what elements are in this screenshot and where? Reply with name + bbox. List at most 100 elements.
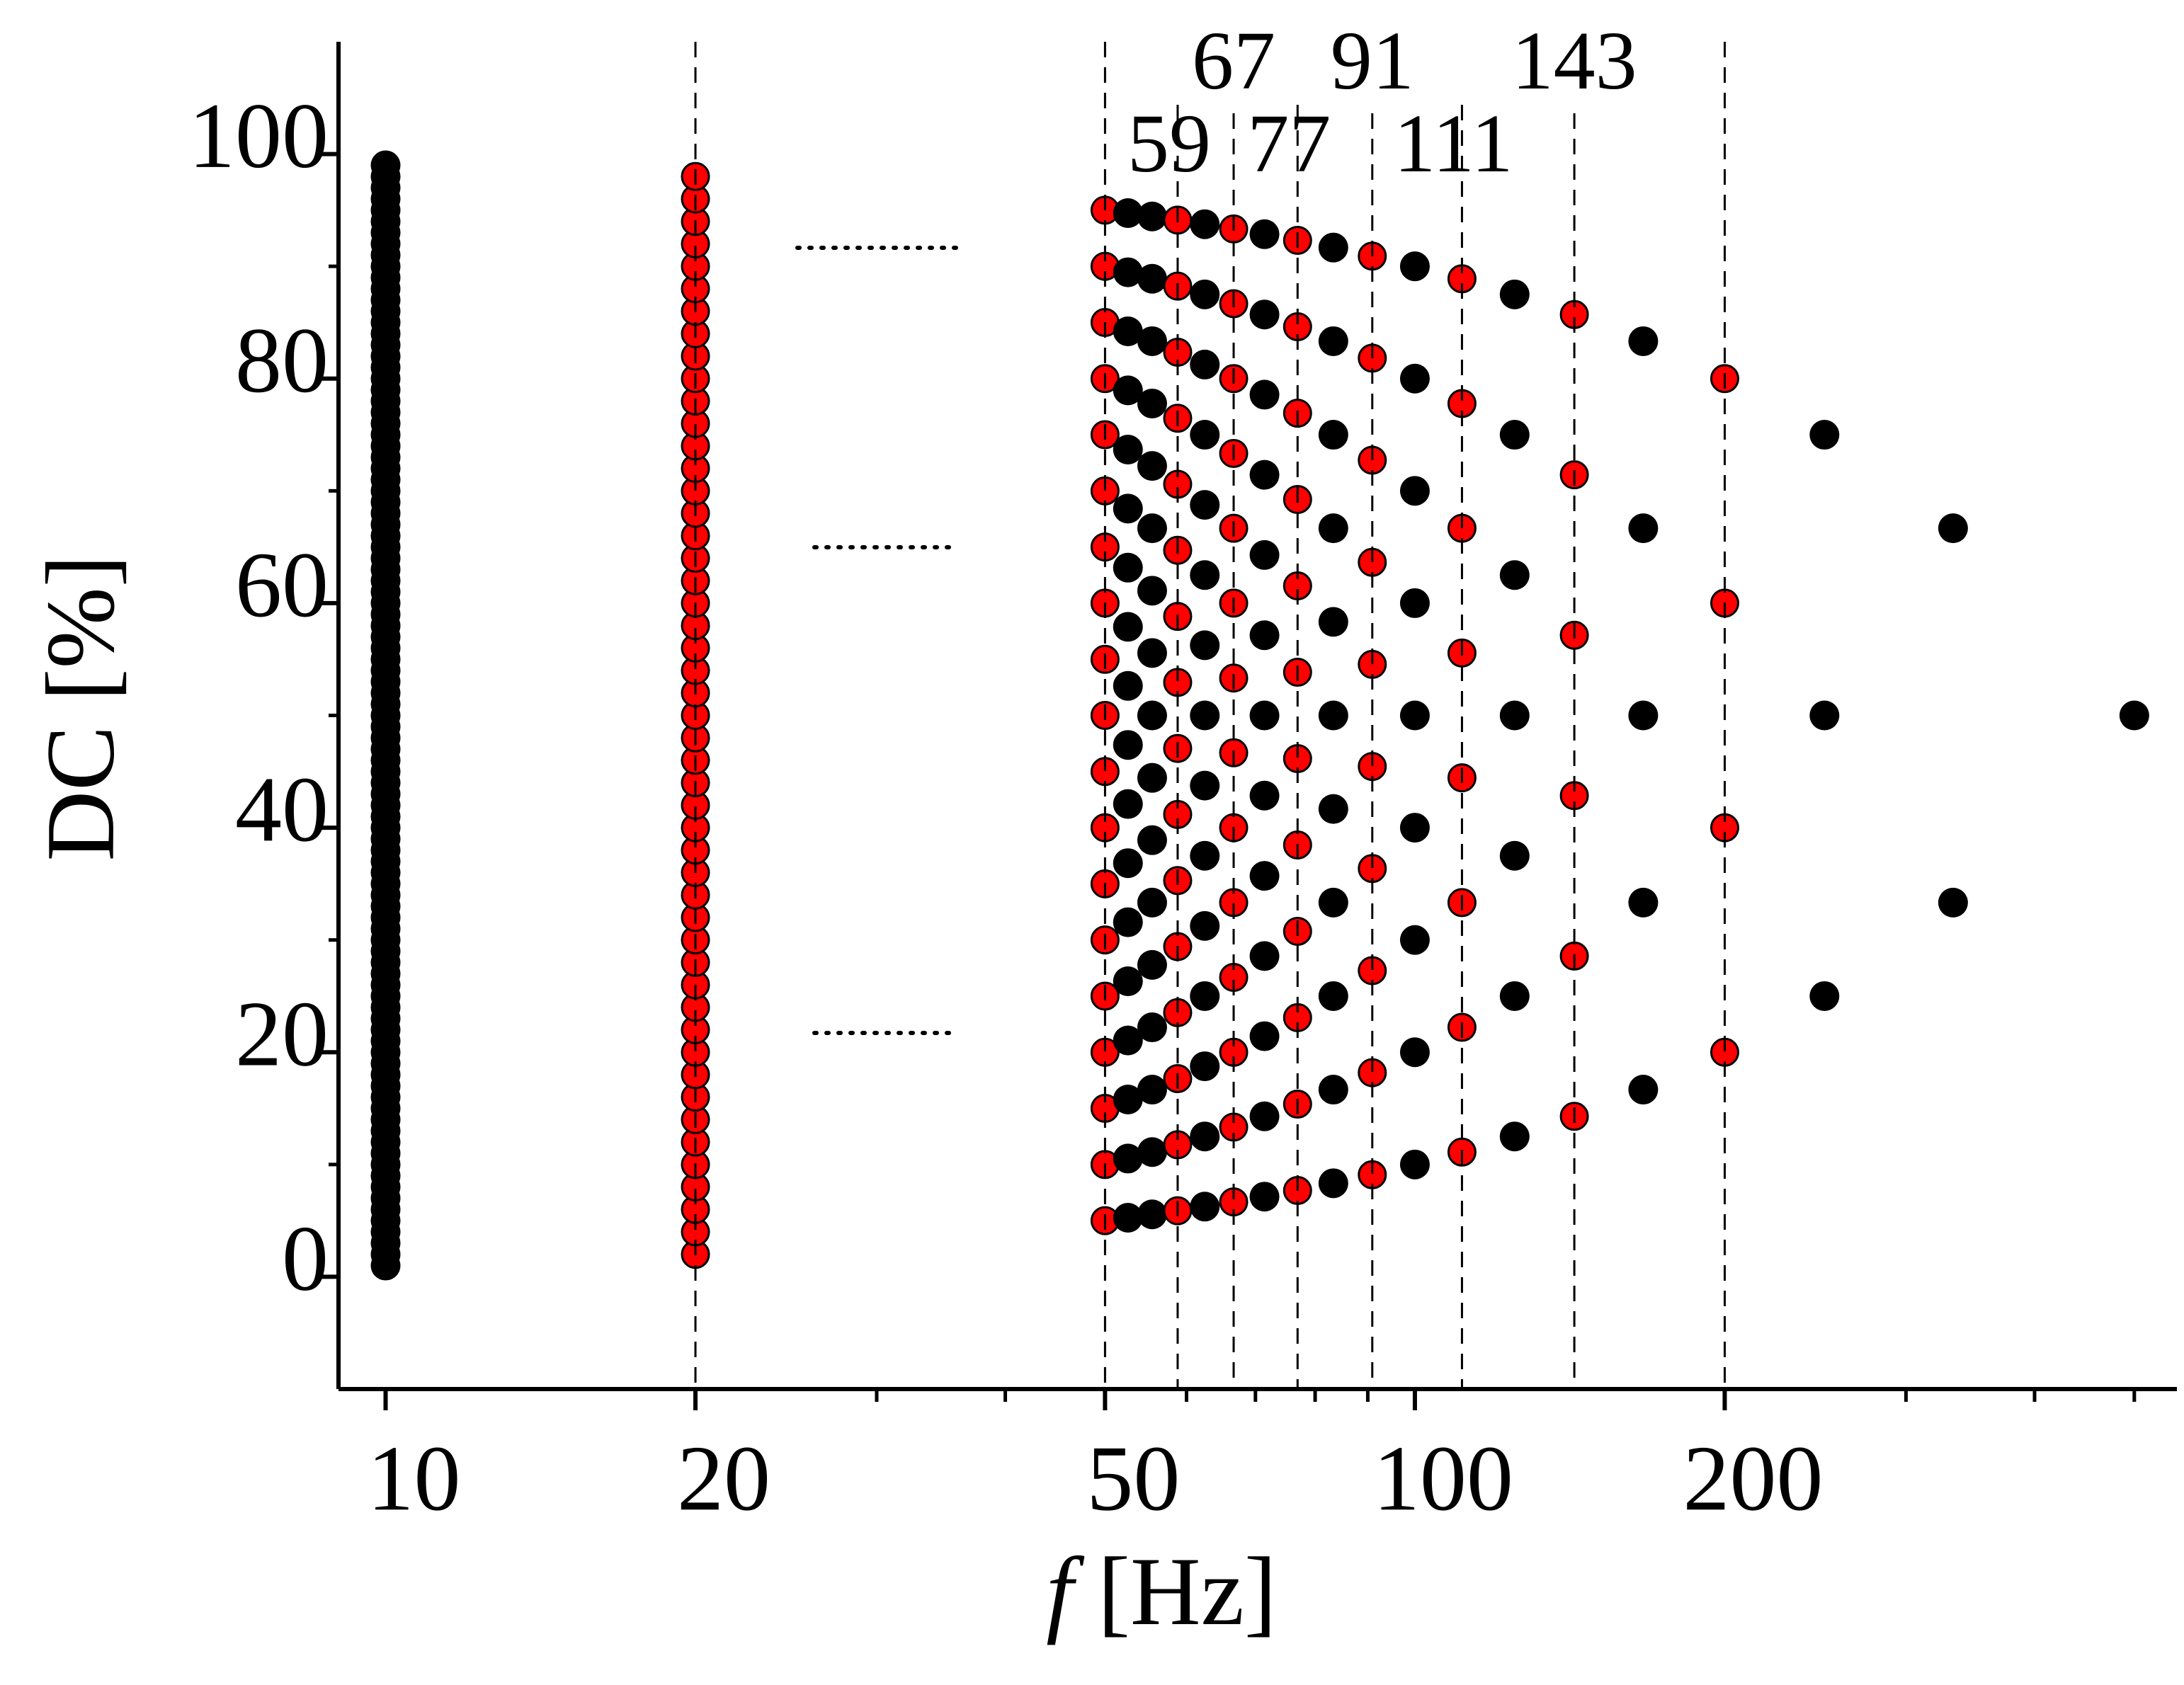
point [1190,1051,1220,1082]
reference-label: 111 [1394,97,1513,190]
point [1190,700,1220,731]
point [1318,607,1348,637]
point [1190,1192,1220,1222]
point [1249,780,1280,811]
point [1113,612,1143,642]
point [1190,770,1220,801]
x-tick-label: 20 [677,1426,770,1530]
point [1113,198,1143,228]
point [1318,887,1348,918]
point [1318,232,1348,263]
x-tick-label: 100 [1373,1426,1513,1530]
point [1399,925,1430,955]
point [1399,588,1430,618]
point [1249,459,1280,490]
point [1190,560,1220,590]
point [1318,700,1348,731]
point [1137,1199,1167,1230]
y-axis-label: DC [%] [26,554,135,861]
y-tick-label: 0 [282,1206,329,1310]
point [1113,730,1143,760]
point [1249,941,1280,971]
point [1809,420,1840,450]
y-tick-label: 40 [235,757,329,861]
point [1499,279,1530,309]
point [1113,257,1143,287]
point [1113,1203,1143,1233]
point [1809,981,1840,1011]
y-tick-label: 60 [235,532,329,636]
point [1137,201,1167,232]
point [1628,513,1659,544]
point [1399,251,1430,282]
point [1137,887,1167,918]
point [1113,1025,1143,1056]
x-axis-unit: [Hz] [1098,1537,1277,1645]
point [1628,887,1659,918]
point [1137,263,1167,294]
y-tick-label: 20 [235,982,329,1086]
point [1113,907,1143,937]
point [1399,363,1430,394]
point [1113,493,1143,524]
point [1190,840,1220,871]
point [1938,887,1968,918]
point [1318,326,1348,356]
point [1628,1075,1659,1105]
point [1190,910,1220,941]
point [1137,1075,1167,1105]
reference-label: 59 [1127,97,1211,190]
point [1249,700,1280,731]
x-tick-label: 200 [1683,1426,1823,1530]
point [1137,1012,1167,1043]
point [1137,700,1167,731]
point [370,150,401,181]
point [1499,981,1530,1011]
point [1137,1137,1167,1167]
reference-label: 67 [1192,14,1275,107]
point [1113,1143,1143,1174]
point [1113,789,1143,819]
point [1399,476,1430,506]
reference-label: 91 [1331,14,1414,107]
x-tick-label: 50 [1086,1426,1180,1530]
reference-label: 143 [1512,14,1637,107]
point [1190,209,1220,239]
point [1190,420,1220,450]
continuation-dots [795,246,961,1035]
point [1249,299,1280,330]
point [1137,762,1167,793]
point [1499,420,1530,450]
point [1399,813,1430,843]
point [1499,840,1530,871]
point [1249,1021,1280,1051]
point [1249,539,1280,570]
point [1190,1121,1220,1152]
point [1318,1075,1348,1105]
x-axis-symbol: f [1046,1537,1085,1645]
point [1137,513,1167,544]
point [1318,513,1348,544]
point [1399,1149,1430,1180]
point [1318,981,1348,1011]
x-axis-label: f [Hz] [1046,1537,1277,1645]
point [1190,349,1220,379]
point [1249,861,1280,891]
point [1249,1182,1280,1212]
point [1113,375,1143,406]
point [1137,825,1167,855]
point [1399,700,1430,731]
y-tick-label: 100 [188,84,329,188]
point [1809,700,1840,731]
y-tick-label: 80 [235,308,329,412]
point [1137,451,1167,481]
point [1137,949,1167,980]
point [1113,434,1143,464]
point [1137,388,1167,418]
point [1113,966,1143,997]
x-tick-label: 10 [368,1426,461,1530]
point [1137,638,1167,668]
point [1190,490,1220,520]
point [1249,219,1280,249]
